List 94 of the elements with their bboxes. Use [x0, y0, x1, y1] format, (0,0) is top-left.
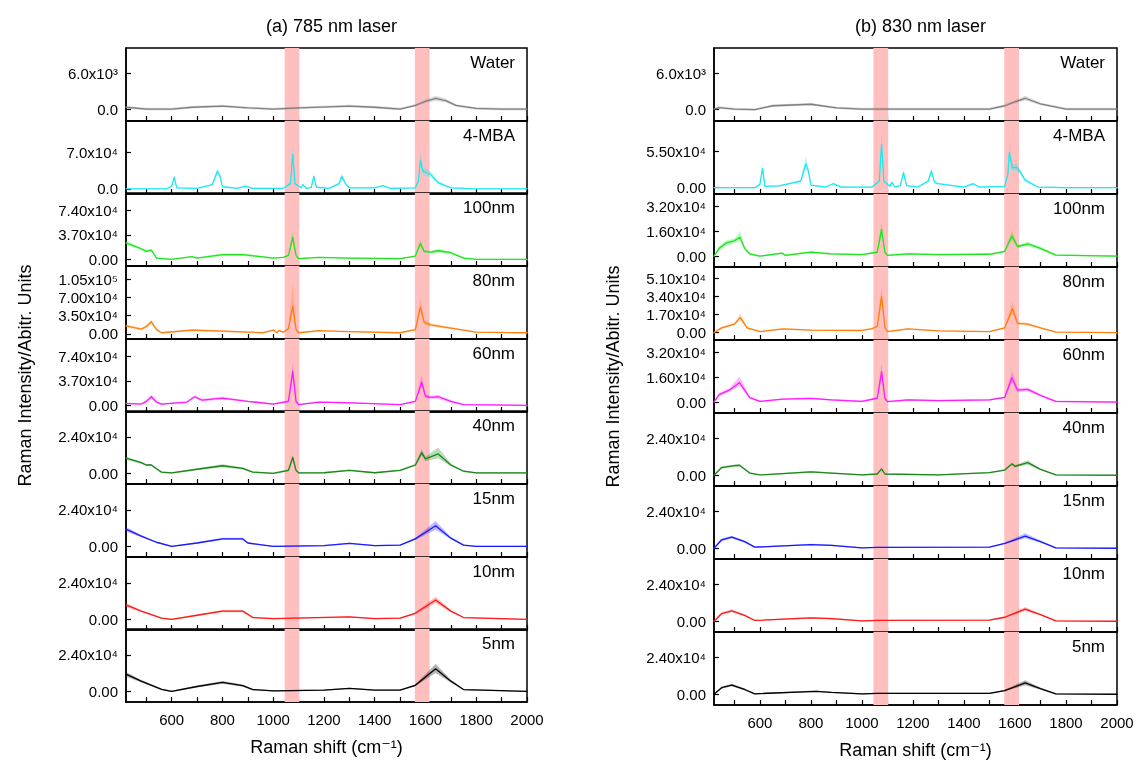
y-tick-label: 3.20x10⁴ [646, 197, 706, 215]
y-tick-label: 2.40x10⁴ [58, 574, 118, 592]
y-tick-label: 5.50x10⁴ [646, 142, 706, 160]
text: 5nm [1071, 637, 1106, 657]
text: 60nm [1062, 344, 1106, 364]
y-tick-label: 0.00 [676, 613, 706, 631]
text: Water [470, 53, 516, 72]
text: 4-MBA [463, 125, 516, 145]
text: 4-MBA [1053, 125, 1106, 145]
y-tick-label: 1.60x10⁴ [646, 222, 706, 240]
y-tick-label: 7.00x10⁴ [58, 288, 118, 306]
y-tick-label: 1.60x10⁴ [646, 368, 706, 386]
text: 60nm [472, 343, 516, 363]
text: 100nm [463, 198, 515, 218]
y-tick-label: 0.0 [685, 100, 706, 118]
y-tick-label: 3.40x10⁴ [646, 287, 706, 305]
text: 40nm [472, 416, 516, 436]
y-tick-label: 7.0x10⁴ [66, 143, 118, 161]
x-axis-title: Raman shift (cm⁻¹) [839, 740, 992, 761]
y-tick-label: 0.00 [676, 323, 706, 341]
y-tick-label: 3.50x10⁴ [58, 307, 118, 325]
y-tick-label: 0.0 [97, 100, 118, 118]
x-axis-title: Raman shift (cm⁻¹) [250, 737, 403, 758]
line-series [713, 228, 1118, 257]
y-tick-label: 0.00 [88, 251, 118, 269]
y-axis-title: Raman Intensity/Abitr. Units [603, 265, 623, 488]
x-tick-label: 800 [209, 711, 235, 729]
y-tick-label: 0.00 [88, 396, 118, 414]
y-tick-label: 5.10x10⁴ [646, 269, 706, 287]
text: 80nm [472, 271, 516, 290]
y-tick-label: 1.70x10⁴ [646, 305, 706, 323]
y-tick-label: 0.00 [88, 683, 118, 701]
y-tick-label: 0.00 [676, 178, 706, 196]
y-tick-label: 2.40x10⁴ [58, 428, 118, 446]
line-series [125, 452, 528, 475]
x-tick-label: 2000 [1100, 714, 1134, 732]
x-tick-label: 1600 [408, 711, 443, 729]
y-tick-label: 3.70x10⁴ [58, 371, 118, 389]
text: 40nm [1062, 418, 1106, 438]
x-tick-label: 1400 [947, 714, 981, 732]
y-tick-label: 0.00 [676, 393, 706, 411]
y-tick-label: 0.00 [676, 247, 706, 265]
y-tick-label: 0.00 [676, 539, 706, 557]
series-label: 100nm [1053, 198, 1105, 218]
x-tick-label: 600 [159, 711, 185, 729]
y-tick-label: 3.20x10⁴ [646, 343, 706, 361]
x-tick-label: 800 [798, 714, 824, 732]
line-series [125, 525, 528, 547]
x-tick-label: 2000 [510, 711, 544, 729]
text: 15nm [472, 489, 516, 508]
line-series [125, 237, 528, 261]
text: 5nm [481, 634, 516, 654]
y-tick-label: 0.0 [97, 179, 118, 197]
y-tick-label: 0.00 [88, 537, 118, 555]
x-tick-label: 1800 [459, 711, 493, 729]
line-series [125, 305, 528, 334]
x-tick-label: 1200 [896, 714, 930, 732]
x-tick-label: 1000 [256, 711, 290, 729]
x-tick-label: 1200 [307, 711, 341, 729]
text: Water [1060, 52, 1106, 72]
x-tick-label: 1600 [998, 714, 1032, 732]
y-tick-label: 0.00 [676, 686, 706, 704]
y-tick-label: 1.05x10⁵ [58, 270, 118, 288]
text: 15nm [1062, 491, 1106, 511]
y-tick-label: 2.40x10⁴ [646, 429, 706, 447]
y-tick-label: 2.40x10⁴ [646, 649, 706, 667]
line-series [125, 153, 528, 190]
y-tick-label: 2.40x10⁴ [646, 503, 706, 521]
line-series [125, 370, 528, 406]
y-tick-label: 2.40x10⁴ [58, 646, 118, 664]
y-tick-label: 7.40x10⁴ [58, 202, 118, 220]
y-tick-label: 0.00 [676, 466, 706, 484]
y-tick-label: 2.40x10⁴ [58, 501, 118, 519]
chart-title: (a) 785 nm laser [265, 16, 398, 36]
y-tick-label: 2.40x10⁴ [646, 576, 706, 594]
x-tick-label: 1400 [358, 711, 392, 729]
line-series [713, 295, 1118, 334]
x-tick-label: 1800 [1049, 714, 1083, 732]
y-tick-label: 6.0x10³ [655, 64, 706, 82]
y-tick-label: 3.70x10⁴ [58, 226, 118, 244]
y-tick-label: 7.40x10⁴ [58, 347, 118, 365]
y-tick-label: 0.00 [88, 325, 118, 343]
line-series [713, 143, 1118, 188]
y-tick-label: 0.00 [88, 610, 118, 628]
line-series [713, 371, 1118, 403]
chart-title: (b) 830 nm laser [854, 15, 987, 36]
text: 80nm [1062, 271, 1106, 291]
text: 10nm [1062, 564, 1106, 584]
x-tick-label: 1000 [845, 714, 879, 732]
y-tick-label: 6.0x10³ [67, 64, 118, 82]
y-tick-label: 0.00 [88, 465, 118, 483]
y-axis-title: Raman Intensity/Abitr. Units [15, 264, 35, 487]
text: 10nm [472, 561, 516, 581]
x-tick-label: 600 [747, 714, 773, 732]
